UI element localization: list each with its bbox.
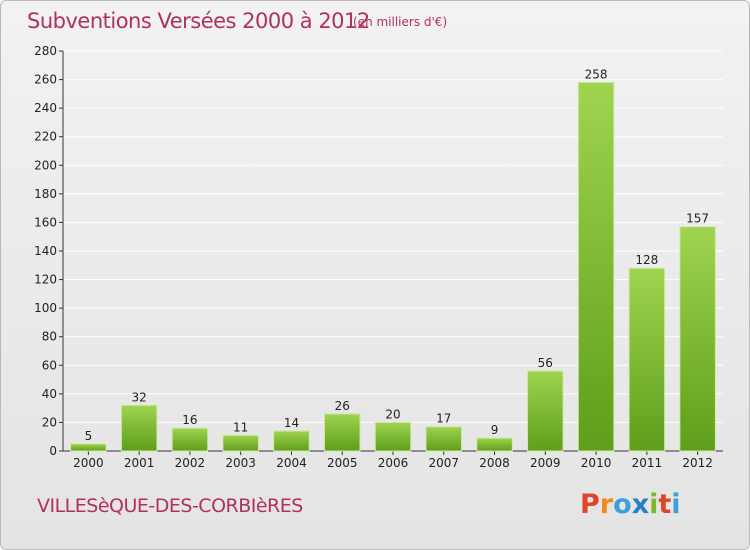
logo-letter: x <box>631 489 650 520</box>
data-label: 11 <box>233 420 248 434</box>
y-tick-label: 280 <box>34 44 57 58</box>
logo-letter: r <box>599 489 614 520</box>
bar-2006 <box>374 421 412 452</box>
commune-name: VILLESèQUE-DES-CORBIèRES <box>37 495 303 517</box>
y-tick-label: 260 <box>34 73 57 87</box>
logo-letter: i <box>649 489 659 520</box>
logo-letter: i <box>671 489 681 520</box>
y-tick-label: 60 <box>42 358 57 372</box>
y-tick-labels: 0 20 40 60 80 100 120 140 160 180 200 220 240 260 280 <box>34 44 57 458</box>
data-label: 258 <box>585 67 608 81</box>
logo-letter: o <box>613 489 632 520</box>
data-label: 20 <box>385 407 400 421</box>
y-tick-label: 180 <box>34 187 57 201</box>
grid-lines <box>63 50 723 452</box>
bar-2010 <box>577 81 615 452</box>
bar-2008 <box>476 437 513 452</box>
data-label: 157 <box>686 212 709 226</box>
y-tick-label: 160 <box>34 215 57 229</box>
bar-2009 <box>527 370 564 452</box>
chart-title: Subventions Versées 2000 à 2012 <box>27 9 370 33</box>
logo-letter: P <box>580 489 600 520</box>
y-tick-label: 140 <box>34 244 57 258</box>
y-tick-label: 20 <box>42 415 57 429</box>
y-tick-label: 40 <box>42 387 57 401</box>
x-tick-label: 2008 <box>479 456 510 470</box>
x-tick-label: 2001 <box>124 456 155 470</box>
bar-2005 <box>323 413 361 452</box>
axes <box>59 50 723 455</box>
bar-2003 <box>222 434 259 452</box>
bar-2000 <box>70 443 107 452</box>
y-tick-label: 100 <box>34 301 57 315</box>
bar-chart: 020406080100120140160180200220240260280 … <box>34 44 723 470</box>
x-tick-label: 2012 <box>682 456 713 470</box>
bar-2012 <box>679 226 716 452</box>
data-label: 17 <box>436 412 451 426</box>
y-tick-label: 240 <box>34 101 57 115</box>
bar-2011 <box>628 267 666 452</box>
data-label: 9 <box>491 423 499 437</box>
data-labels: 5 32 16 11 14 26 20 17 9 56 258 128 157 <box>85 67 710 442</box>
data-label: 56 <box>538 356 553 370</box>
x-tick-label: 2009 <box>530 456 561 470</box>
data-label: 14 <box>284 416 299 430</box>
x-tick-label: 2010 <box>581 456 612 470</box>
unit-note: (en milliers d'€) <box>353 15 448 29</box>
data-label: 5 <box>85 429 93 443</box>
x-tick-labels: 2000 2001 2002 2003 2004 2005 2006 2007 2008 2009… <box>73 456 713 470</box>
data-label: 26 <box>335 399 350 413</box>
x-tick-label: 2004 <box>276 456 307 470</box>
x-tick-label: 2003 <box>225 456 256 470</box>
data-label: 16 <box>182 413 197 427</box>
y-tick-label: 220 <box>34 130 57 144</box>
x-tick-label: 2007 <box>428 456 459 470</box>
y-tick-label: 200 <box>34 158 57 172</box>
logo-letter: t <box>658 489 672 520</box>
y-tick-label: 0 <box>49 444 57 458</box>
bar-2001 <box>120 404 158 452</box>
data-label: 32 <box>132 390 147 404</box>
x-tick-label: 2005 <box>327 456 358 470</box>
bar-2004 <box>273 430 310 452</box>
proxiti-logo: Proxiti <box>580 489 681 520</box>
bars <box>70 81 716 452</box>
x-tick-label: 2000 <box>73 456 104 470</box>
x-tick-label: 2006 <box>378 456 409 470</box>
y-tick-label: 80 <box>42 330 57 344</box>
x-tick-label: 2011 <box>632 456 663 470</box>
y-tick-label: 120 <box>34 273 57 287</box>
bar-2007 <box>425 426 463 452</box>
bar-2002 <box>171 427 209 452</box>
x-tick-label: 2002 <box>175 456 206 470</box>
data-label: 128 <box>635 253 658 267</box>
